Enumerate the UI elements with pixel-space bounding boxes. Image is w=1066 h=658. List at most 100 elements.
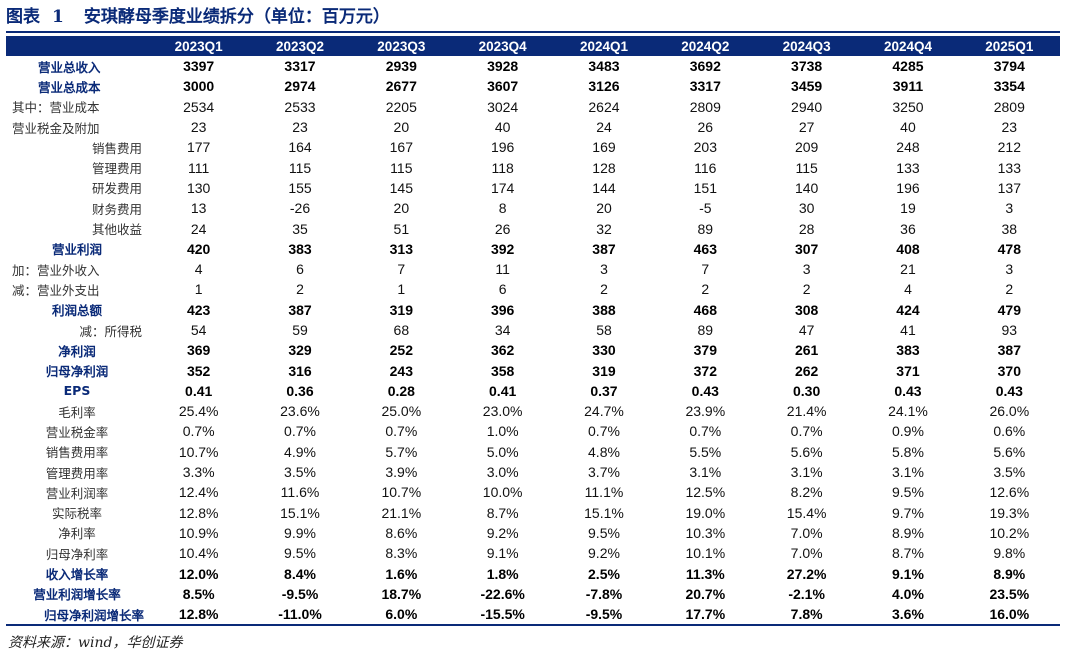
value-cell: 23.0% [482,403,523,420]
value-cell: 7 [701,261,710,278]
value-cell: 19 [900,200,916,217]
table-row: 管理费用率 3.3% 3.5% 3.9% 3.0% 3.7% 3.1% 3.1% 3.1% 3.5… [6,462,1060,482]
value-cell: 3483 [588,58,620,75]
value-cell: 3911 [892,78,924,95]
table-row: 收入增长率 12.0% 8.4% 1.6% 1.8% 2.5% 11.3% 27.2% 9.1%… [6,563,1060,583]
row-label: 财务费用 [91,201,142,217]
value-cell: 8.4% [284,565,316,582]
value-cell: 8.2% [790,484,823,501]
figure-number: 1 [52,7,64,27]
value-cell: 34 [494,322,511,338]
value-cell: 262 [794,362,819,379]
value-cell: 3 [802,261,811,278]
value-cell: -2.1% [788,585,825,602]
value-cell: 59 [292,322,308,338]
value-cell: 23 [292,119,308,136]
column-header: 2023Q1 [148,36,250,56]
table-row: 归母净利率 10.4% 9.5% 8.3% 9.1% 9.2% 10.1% 7.0% 8.7% 9… [6,543,1060,563]
table-row: 利润总额 423 387 319 396 388 468 308 424 479 [6,300,1060,320]
table-row: 管理费用 111 115 115 118 128 116 115 133 133 [6,157,1060,177]
value-cell: 68 [393,322,410,338]
value-cell: 2974 [284,78,316,95]
value-cell: 369 [186,342,211,359]
value-cell: 8.9% [993,565,1026,582]
value-cell: 10.7% [381,484,422,501]
column-header: 2023Q4 [451,36,554,56]
value-cell: 2 [1005,281,1014,298]
value-cell: 0.7% [689,423,722,440]
value-cell: 27.2% [786,565,827,582]
value-cell: -7.8% [585,585,623,602]
value-cell: 372 [693,362,717,379]
row-label: 营业总成本 [38,79,101,95]
row-label: 归母净利率 [45,546,109,562]
value-cell: 26 [494,220,511,237]
value-cell: 144 [592,179,616,196]
value-cell: 19.3% [989,504,1030,521]
value-cell: 0.37 [590,382,618,399]
table-row: 营业利润率 12.4% 11.6% 10.7% 10.0% 11.1% 12.5% 8.2% 9… [6,482,1060,502]
table-row: 营业税金率 0.7% 0.7% 0.7% 1.0% 0.7% 0.7% 0.7% 0.9% 0.6… [6,421,1060,441]
value-cell: 3.7% [588,464,620,481]
value-cell: 3.3% [182,464,215,481]
value-cell: 468 [693,301,717,318]
row-label: 其中：营业成本 [12,100,100,116]
value-cell: 164 [288,139,312,156]
value-cell: 9.5% [284,545,316,562]
value-cell: 10.1% [685,545,726,562]
value-cell: 212 [997,139,1021,156]
table-row: 净利率 10.9% 9.9% 8.6% 9.2% 9.5% 10.3% 7.0% 8.9% 10.… [6,523,1060,543]
value-cell: 2 [296,281,304,298]
table-body: 营业总收入 3397 3317 2939 3928 3483 3692 3738 4285 379… [6,56,1060,627]
value-cell: 115 [390,159,413,176]
value-cell: 115 [288,159,312,176]
value-cell: 9.2% [486,524,519,541]
value-cell: 3024 [487,98,519,115]
table-row: 其中：营业成本 2534 2533 2205 3024 2624 2809 2940 3250 2… [6,97,1060,117]
value-cell: 118 [491,159,514,176]
value-cell: 383 [288,240,312,257]
table-row: 实际税率 12.8% 15.1% 21.1% 8.7% 15.1% 19.0% 15.4% 9.… [6,503,1060,523]
value-cell: 0.30 [793,382,821,399]
value-cell: 5.5% [689,443,722,460]
row-label: 销售费用 [91,140,142,156]
value-cell: 392 [490,240,515,257]
value-cell: 3.9% [385,464,418,481]
table-row: 研发费用 130 155 145 174 144 151 140 196 137 [6,178,1060,198]
value-cell: 252 [389,342,413,359]
value-cell: 319 [592,362,616,379]
value-cell: 8 [498,200,507,217]
value-cell: 24.1% [888,403,928,420]
value-cell: 4 [194,261,203,278]
value-cell: 32 [596,220,612,237]
value-cell: 26 [697,119,714,136]
value-cell: 424 [896,301,920,318]
value-cell: 24 [190,220,207,237]
value-cell: -15.5% [451,604,554,627]
table-row: 加：营业外收入 4 6 7 11 3 7 3 21 3 [6,259,1060,279]
value-cell: 11.6% [280,484,320,501]
value-cell: 8.6% [385,524,418,541]
value-cell: 7.0% [790,524,823,541]
value-cell: 15.1% [584,504,624,521]
value-cell: 6 [498,281,507,298]
value-cell: 2809 [993,98,1025,115]
value-cell: 3692 [689,58,721,75]
value-cell: 12.5% [685,484,726,501]
value-cell: 10.4% [178,545,219,562]
value-cell: 21.1% [381,504,422,521]
value-cell: 420 [186,240,211,257]
value-cell: 111 [188,159,210,176]
value-cell: 11.3% [685,565,725,582]
value-cell: 177 [186,139,211,156]
value-cell: 387 [592,240,616,257]
figure-title: 图表 1 安琪酵母季度业绩拆分（单位：百万元） [6,4,390,30]
value-cell: 370 [997,362,1021,379]
value-cell: 0.7% [385,423,418,440]
value-cell: 3738 [791,58,823,75]
value-cell: 261 [794,342,819,359]
value-cell: 24.7% [584,403,624,420]
value-cell: 3.1% [790,464,823,481]
value-cell: 2940 [791,98,823,115]
row-label: EPS [63,383,91,399]
